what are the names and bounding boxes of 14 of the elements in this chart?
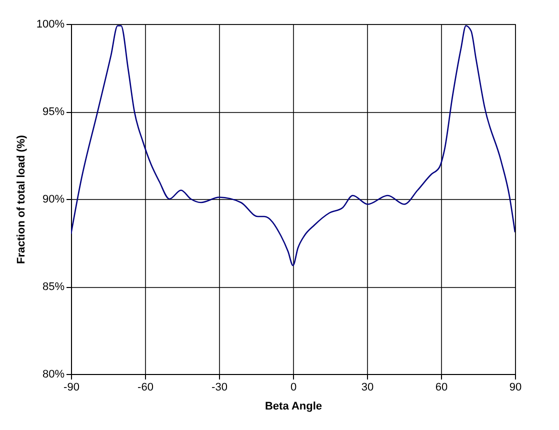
y-tick-label: 90% xyxy=(42,194,65,206)
x-axis-title: Beta Angle xyxy=(264,400,322,412)
y-tick-label: 80% xyxy=(42,368,65,380)
x-tick-label: 60 xyxy=(435,382,448,394)
x-tick-label: 30 xyxy=(361,382,374,394)
y-tick-label: 95% xyxy=(42,106,65,118)
x-tick-label: 90 xyxy=(509,382,522,394)
y-tick-label: 100% xyxy=(36,18,65,30)
x-tick-label: -90 xyxy=(64,382,80,394)
y-tick-label: 85% xyxy=(42,281,65,293)
x-tick-label: -60 xyxy=(138,382,154,394)
x-tick-label: 0 xyxy=(290,382,297,394)
y-axis-title: Fraction of total load (%) xyxy=(15,134,28,264)
x-tick-label: -30 xyxy=(212,382,228,394)
